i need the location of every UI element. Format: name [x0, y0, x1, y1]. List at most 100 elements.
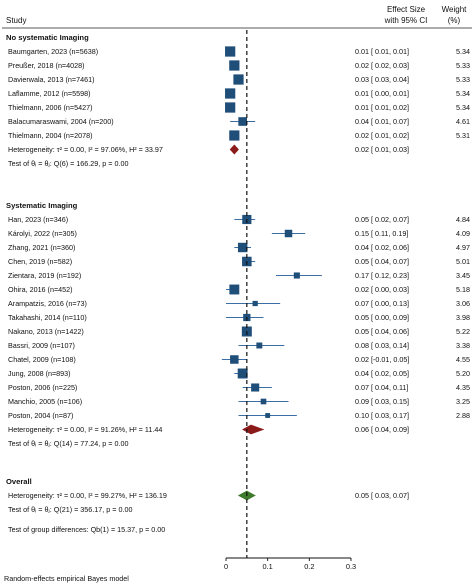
weight-value: 3.98	[456, 313, 470, 322]
study-marker	[251, 383, 260, 392]
effect-size-value: 0.03 [ 0.03, 0.04]	[355, 75, 409, 84]
weight-value: 5.22	[456, 327, 470, 336]
study-label: Bassri, 2009 (n=107)	[8, 341, 75, 350]
study-label: Ohira, 2016 (n=452)	[8, 285, 73, 294]
study-label: Manchio, 2005 (n=106)	[8, 397, 82, 406]
weight-value: 4.09	[456, 229, 470, 238]
effect-size-value: 0.05 [ 0.04, 0.07]	[355, 257, 409, 266]
effect-size-value: 0.07 [ 0.00, 0.13]	[355, 299, 409, 308]
study-label: Thielmann, 2004 (n=2078)	[8, 131, 93, 140]
study-marker	[293, 272, 300, 279]
study-label: Takahashi, 2014 (n=110)	[8, 313, 87, 322]
study-label: Nakano, 2013 (n=1422)	[8, 327, 84, 336]
study-label: Zhang, 2021 (n=360)	[8, 243, 75, 252]
study-label: Poston, 2004 (n=87)	[8, 411, 73, 420]
weight-value: 3.25	[456, 397, 470, 406]
weight-value: 3.38	[456, 341, 470, 350]
study-marker	[265, 413, 271, 418]
study-label: Baumgarten, 2023 (n=5638)	[8, 47, 98, 56]
pooled-effect-value: 0.06 [ 0.04, 0.09]	[355, 425, 409, 434]
x-axis: 0 0.1 0.2 0.3	[224, 557, 356, 571]
study-marker	[225, 102, 236, 113]
overall-test-text: Test of θᵢ = θⱼ: Q(21) = 356.17, p = 0.0…	[8, 505, 132, 514]
effect-size-header-line1: Effect Size	[387, 5, 426, 14]
group-title-1: Systematic Imaging	[6, 201, 78, 210]
effect-size-value: 0.10 [ 0.03, 0.17]	[355, 411, 409, 420]
group-title-0: No systematic Imaging	[6, 33, 89, 42]
effect-size-value: 0.08 [ 0.03, 0.14]	[355, 341, 409, 350]
weight-value: 4.84	[456, 215, 470, 224]
study-label: Davierwala, 2013 (n=7461)	[8, 75, 95, 84]
weight-value: 4.61	[456, 117, 470, 126]
weight-value: 5.33	[456, 61, 470, 70]
weight-value: 5.34	[456, 103, 470, 112]
overall-effect-value: 0.05 [ 0.03, 0.07]	[355, 491, 409, 500]
heterogeneity-text: Heterogeneity: τ² = 0.00, I² = 91.26%, H…	[8, 425, 162, 434]
study-label: Preußer, 2018 (n=4028)	[8, 61, 85, 70]
weight-value: 2.88	[456, 411, 470, 420]
study-label: Chen, 2019 (n=582)	[8, 257, 72, 266]
weight-value: 5.01	[456, 257, 470, 266]
study-marker	[238, 117, 247, 126]
study-marker	[252, 300, 258, 307]
effect-size-value: 0.02 [ 0.02, 0.03]	[355, 61, 409, 70]
study-column-header: Study	[6, 16, 26, 25]
subgroup-diamond	[229, 144, 239, 155]
effect-size-value: 0.17 [ 0.12, 0.23]	[355, 271, 409, 280]
study-label: Balacumaraswami, 2004 (n=200)	[8, 117, 114, 126]
study-label: Zientara, 2019 (n=192)	[8, 271, 81, 280]
effect-size-value: 0.07 [ 0.04, 0.11]	[355, 383, 408, 392]
study-marker	[260, 398, 267, 405]
study-label: Károlyi, 2022 (n=305)	[8, 229, 77, 238]
effect-size-value: 0.04 [ 0.02, 0.06]	[355, 243, 409, 252]
study-marker	[230, 355, 239, 364]
x-tick-label: 0.1	[263, 562, 273, 571]
effect-size-value: 0.01 [ 0.01, 0.02]	[355, 103, 409, 112]
weight-value: 4.35	[456, 383, 470, 392]
group-test-text: Test of θᵢ = θⱼ: Q(6) = 166.29, p = 0.00	[8, 159, 128, 168]
study-marker	[229, 130, 240, 141]
study-marker	[233, 74, 244, 85]
study-label: Poston, 2006 (n=225)	[8, 383, 77, 392]
weight-value: 5.18	[456, 285, 470, 294]
effect-size-value: 0.01 [ 0.00, 0.01]	[355, 89, 409, 98]
weight-value: 4.55	[456, 355, 470, 364]
effect-size-value: 0.02 [ 0.01, 0.02]	[355, 131, 409, 140]
group-test-text: Test of θᵢ = θⱼ: Q(14) = 77.24, p = 0.00	[8, 439, 128, 448]
weight-value: 5.20	[456, 369, 470, 378]
effect-size-value: 0.05 [ 0.00, 0.09]	[355, 313, 409, 322]
overall-title: Overall	[6, 477, 32, 486]
weight-value: 5.33	[456, 75, 470, 84]
study-label: Arampatzis, 2016 (n=73)	[8, 299, 87, 308]
x-tick-label: 0.3	[346, 562, 356, 571]
effect-size-value: 0.02 [ 0.00, 0.03]	[355, 285, 409, 294]
x-tick-label: 0	[224, 562, 228, 571]
effect-size-value: 0.05 [ 0.02, 0.07]	[355, 215, 409, 224]
weight-header-line1: Weight	[442, 5, 468, 14]
weight-header-line2: (%)	[448, 16, 461, 25]
model-note: Random-effects empirical Bayes model	[4, 574, 129, 583]
effect-size-header-line2: with 95% CI	[384, 16, 428, 25]
effect-size-value: 0.04 [ 0.02, 0.05]	[355, 369, 409, 378]
study-marker	[225, 88, 236, 99]
weight-value: 5.31	[456, 131, 470, 140]
study-label: Chatel, 2009 (n=108)	[8, 355, 76, 364]
study-marker	[237, 242, 248, 253]
weight-value: 4.97	[456, 243, 470, 252]
effect-size-value: 0.09 [ 0.03, 0.15]	[355, 397, 409, 406]
weight-value: 3.45	[456, 271, 470, 280]
group-differences-text: Test of group differences: Qb(1) = 15.37…	[8, 525, 165, 534]
pooled-effect-value: 0.02 [ 0.01, 0.03]	[355, 145, 409, 154]
effect-size-value: 0.05 [ 0.04, 0.06]	[355, 327, 409, 336]
effect-size-value: 0.04 [ 0.01, 0.07]	[355, 117, 409, 126]
overall-heterogeneity-text: Heterogeneity: τ² = 0.00, I² = 99.27%, H…	[8, 491, 167, 500]
heterogeneity-text: Heterogeneity: τ² = 0.00, I² = 97.06%, H…	[8, 145, 163, 154]
effect-size-value: 0.02 [-0.01, 0.05]	[355, 355, 409, 364]
study-label: Laflamme, 2012 (n=5598)	[8, 89, 91, 98]
effect-size-value: 0.15 [ 0.11, 0.19]	[355, 229, 408, 238]
subgroup-diamond	[242, 424, 265, 435]
study-marker	[229, 60, 240, 71]
weight-value: 5.34	[456, 47, 470, 56]
effect-size-value: 0.01 [ 0.01, 0.01]	[355, 47, 409, 56]
